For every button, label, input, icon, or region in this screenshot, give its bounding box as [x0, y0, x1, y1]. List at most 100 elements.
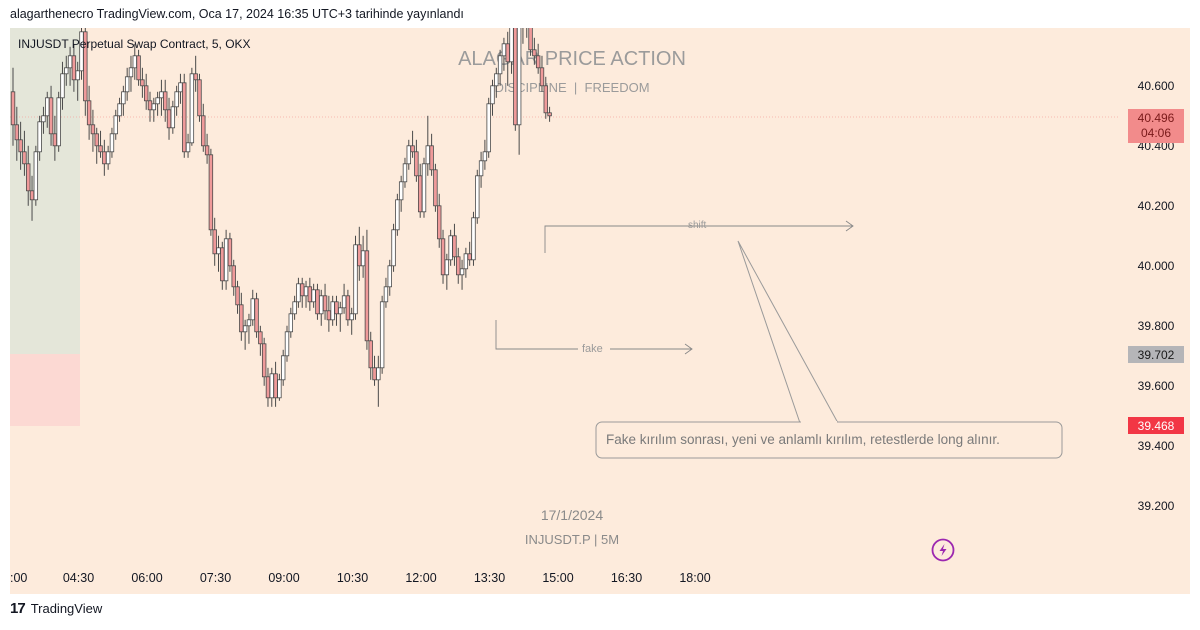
candle: [391, 223, 396, 272]
red-level-value: 39.468: [1138, 419, 1175, 433]
candle-body: [486, 103, 491, 153]
candle-body: [94, 133, 99, 147]
candle: [212, 217, 217, 266]
candle-body: [102, 151, 107, 165]
watermark-title: ALAGAR PRICE ACTION: [458, 48, 686, 70]
candle-body: [292, 301, 297, 315]
candle-body: [475, 175, 480, 219]
candle: [475, 169, 480, 224]
red-level-label[interactable]: 39.468: [1128, 417, 1184, 434]
candle: [151, 97, 157, 122]
candle-body: [174, 91, 179, 108]
candle: [444, 253, 450, 290]
candle: [292, 295, 297, 320]
candle: [48, 85, 54, 146]
candle: [26, 145, 31, 206]
candle-body: [490, 85, 495, 105]
candle: [349, 307, 354, 335]
candle-body: [178, 82, 183, 93]
candle: [197, 73, 202, 122]
candle-body: [296, 283, 301, 303]
candle: [459, 259, 465, 290]
candle: [41, 106, 46, 134]
candle-body: [163, 91, 168, 111]
candle-body: [452, 235, 457, 258]
shift-line: [544, 225, 853, 253]
candle: [193, 55, 198, 92]
candle: [406, 139, 411, 170]
callout-annotation[interactable]: Fake kırılım sonrası, yeni ve anlamlı kı…: [595, 240, 1063, 459]
callout-seam: [801, 421, 837, 424]
candle: [478, 151, 484, 188]
candle-body: [494, 73, 499, 87]
candle: [288, 307, 294, 338]
candle-body: [231, 265, 236, 288]
candle-body: [505, 43, 510, 63]
candle-body: [204, 145, 210, 156]
candle-body: [18, 139, 23, 153]
fake-annotation[interactable]: fake: [495, 320, 693, 356]
candle: [547, 106, 552, 122]
last-price-label[interactable]: 40.496 04:06: [1128, 109, 1184, 143]
candle-body: [459, 268, 465, 276]
y-tick-label: 40.600: [1138, 79, 1175, 93]
candle-body: [417, 175, 423, 213]
candle-body: [410, 145, 415, 153]
candle-body: [547, 112, 552, 117]
candle-body: [143, 85, 149, 102]
gray-level-label[interactable]: 39.702: [1128, 346, 1184, 363]
x-tick-label: 12:00: [405, 571, 436, 585]
candle-body: [185, 142, 191, 153]
candle: [163, 79, 168, 122]
candle-body: [338, 307, 343, 315]
candle: [345, 289, 351, 326]
candle: [155, 91, 160, 116]
candle: [277, 373, 282, 401]
candle: [208, 148, 214, 236]
brand-label: TradingView: [30, 601, 103, 616]
candle-body: [117, 103, 122, 117]
candle-body: [273, 373, 278, 399]
candle-body: [98, 145, 103, 153]
shift-annotation[interactable]: shift: [544, 220, 854, 253]
candle: [284, 325, 290, 362]
candle: [60, 61, 65, 110]
green-zone: [10, 28, 80, 354]
x-tick-label: 18:00: [679, 571, 710, 585]
tradingview-logo-icon[interactable]: 17: [10, 600, 26, 617]
candle: [497, 49, 503, 86]
y-tick-label: 39.800: [1138, 319, 1175, 333]
candle-body: [182, 82, 187, 153]
candle-body: [322, 295, 328, 312]
candle-body: [516, 7, 522, 126]
candle-body: [208, 154, 214, 231]
candle: [113, 109, 118, 140]
candle: [440, 229, 446, 284]
candlestick-chart[interactable]: ALAGAR PRICE ACTION DISCIPLINE | FREEDOM…: [10, 0, 1190, 594]
candle-body: [128, 67, 134, 78]
candle-body: [170, 106, 176, 129]
candle: [227, 232, 233, 272]
candle-body: [402, 163, 408, 183]
candle-body: [509, 19, 514, 63]
x-tick-label: 16:30: [611, 571, 642, 585]
candle-body: [90, 124, 96, 135]
candle: [75, 61, 80, 101]
red-zone: [10, 354, 80, 426]
candle: [170, 100, 176, 134]
candle-body: [326, 310, 332, 321]
candle: [364, 229, 370, 350]
flash-icon[interactable]: [931, 538, 955, 562]
countdown-value: 04:06: [1141, 126, 1171, 140]
candle: [10, 67, 16, 146]
y-tick-label: 39.200: [1138, 499, 1175, 513]
candle-body: [288, 313, 294, 333]
candle-body: [391, 229, 396, 267]
candle: [338, 301, 343, 332]
candle-body: [379, 301, 385, 369]
time-axis[interactable]: :00 04:30 06:00 07:30 09:00 10:30 12:00 13:30 15…: [10, 571, 711, 585]
candle-body: [440, 238, 446, 276]
candle-body: [71, 55, 77, 81]
chart-area[interactable]: ALAGAR PRICE ACTION DISCIPLINE | FREEDOM…: [10, 0, 1190, 594]
candle: [414, 139, 419, 182]
